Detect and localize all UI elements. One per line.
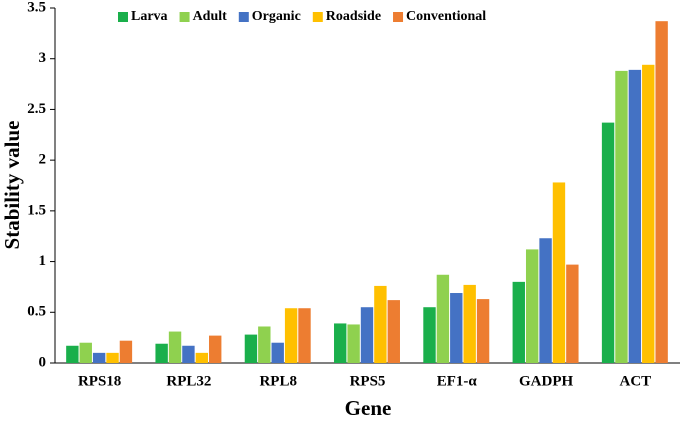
legend-swatch (393, 12, 404, 22)
bar (271, 342, 284, 363)
bar (195, 352, 209, 363)
bar (463, 284, 476, 363)
legend-label: Adult (193, 9, 228, 24)
y-tick-label: 0 (39, 354, 47, 370)
bar (628, 69, 642, 363)
y-tick-label: 1 (39, 253, 47, 269)
bar (539, 238, 552, 363)
bar (347, 324, 360, 363)
x-tick-label: RPS18 (78, 373, 121, 389)
bar (552, 182, 566, 363)
bar (374, 285, 387, 363)
y-tick-label: 1.5 (27, 202, 46, 218)
legend-swatch (179, 12, 190, 22)
bar (360, 307, 374, 363)
y-tick-label: 3 (39, 50, 47, 66)
x-tick-label: RPL8 (259, 373, 297, 389)
bar (298, 308, 311, 363)
legend-swatch (118, 12, 128, 22)
bar (284, 308, 298, 363)
bar (119, 340, 133, 363)
legend-swatch (312, 12, 323, 22)
bar (168, 331, 182, 363)
y-tick-label: 2 (39, 152, 47, 168)
bar (615, 70, 628, 363)
x-tick-label: GADPH (519, 373, 573, 389)
x-tick-label: RPS5 (350, 373, 386, 389)
y-tick-label: 0.5 (27, 304, 46, 320)
y-axis-title: Stability value (0, 121, 24, 250)
bar (642, 64, 655, 364)
bar (476, 299, 490, 363)
bar (209, 335, 222, 363)
x-tick-label: ACT (620, 373, 652, 389)
legend-swatch (238, 12, 249, 22)
bar (655, 21, 668, 363)
bar (92, 352, 106, 363)
x-tick-label: RPL32 (166, 373, 211, 389)
x-tick-label: EF1-α (437, 373, 478, 389)
bar (436, 274, 450, 363)
bar (258, 326, 271, 363)
bar (450, 293, 463, 363)
bar (601, 122, 615, 363)
bar (182, 345, 195, 363)
bar (334, 323, 347, 363)
x-axis-title: Gene (345, 396, 392, 420)
y-tick-label: 2.5 (27, 101, 46, 117)
legend-label: Roadside (326, 9, 381, 24)
bar (106, 352, 119, 363)
bar (387, 300, 400, 363)
bar (512, 281, 525, 363)
bar (66, 345, 79, 363)
legend-label: Conventional (406, 9, 486, 24)
legend-label: Larva (131, 9, 168, 24)
bar (423, 307, 436, 363)
bar (244, 334, 258, 363)
legend-label: Organic (252, 9, 301, 24)
bar (566, 264, 579, 363)
bar (79, 342, 92, 363)
y-tick-label: 3.5 (27, 0, 46, 15)
bar (525, 249, 539, 363)
bar (155, 343, 168, 363)
